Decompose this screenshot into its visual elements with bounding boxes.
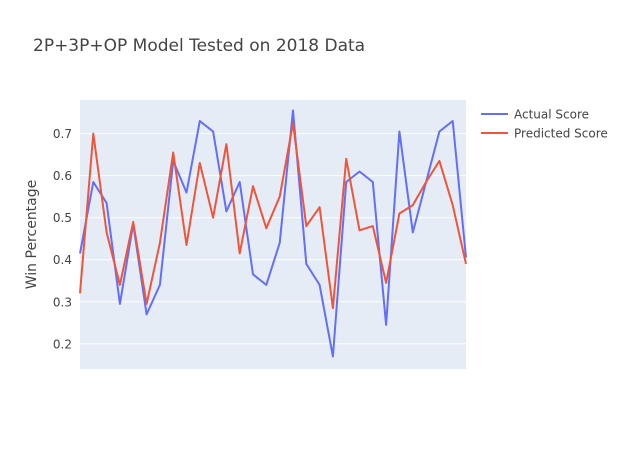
legend-item-predicted-score[interactable]: Predicted Score <box>481 127 608 141</box>
y-tick-label: 0.3 <box>53 295 72 309</box>
chart-title: 2P+3P+OP Model Tested on 2018 Data <box>33 36 365 56</box>
series-lines <box>79 109 467 358</box>
series-line-actual-score <box>79 109 467 358</box>
series-line-predicted-score <box>79 122 467 310</box>
plot-area <box>80 100 466 369</box>
legend-label: Actual Score <box>514 108 589 122</box>
y-tick-label: 0.5 <box>53 211 72 225</box>
y-tick-label: 0.2 <box>53 337 72 351</box>
legend-label: Predicted Score <box>514 127 608 141</box>
legend[interactable]: Actual Score Predicted Score <box>481 108 608 141</box>
y-axis-label: Win Percentage <box>24 180 40 290</box>
y-tick-label: 0.6 <box>53 169 72 183</box>
y-axis-ticks: 0.2 0.3 0.4 0.5 0.6 0.7 <box>53 127 72 351</box>
y-tick-label: 0.7 <box>53 127 72 141</box>
legend-item-actual-score[interactable]: Actual Score <box>481 108 589 122</box>
y-tick-label: 0.4 <box>53 253 72 267</box>
